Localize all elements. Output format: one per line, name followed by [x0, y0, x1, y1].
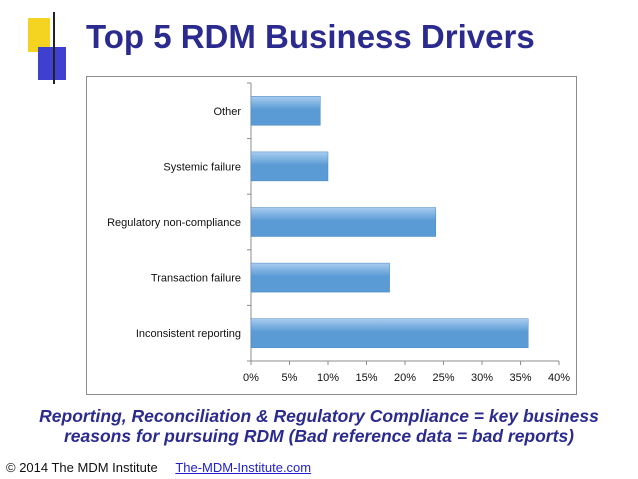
caption-line-1: Reporting, Reconciliation & Regulatory C… — [39, 406, 599, 426]
bar-regulatory-non-compliance — [250, 207, 437, 237]
slide-title: Top 5 RDM Business Drivers — [86, 18, 535, 55]
footer: © 2014 The MDM Institute The-MDM-Institu… — [6, 460, 311, 475]
chart-frame: 0% 5% 10% 15% 20% 25% 30% 35% 40% Other Systemic f… — [86, 76, 577, 395]
bar-other — [250, 96, 321, 126]
x-tick-label: 40% — [548, 372, 570, 384]
x-tick-label: 20% — [394, 372, 416, 384]
category-label: Inconsistent reporting — [136, 328, 241, 340]
decorative-yellow-square — [28, 18, 50, 52]
bar-transaction-failure — [250, 262, 390, 293]
footer-copyright: © 2014 The MDM Institute — [6, 460, 158, 475]
caption: Reporting, Reconciliation & Regulatory C… — [0, 406, 638, 446]
x-tick-label: 0% — [243, 372, 259, 384]
x-tick-label: 30% — [471, 372, 493, 384]
category-label: Systemic failure — [163, 161, 241, 173]
category-label: Transaction failure — [151, 273, 241, 285]
x-tick-label: 5% — [282, 372, 298, 384]
decorative-blue-square — [38, 47, 66, 80]
x-tick-label: 15% — [355, 372, 377, 384]
x-tick-label: 35% — [509, 372, 531, 384]
x-tick-label: 10% — [317, 372, 339, 384]
decorative-vertical-line — [53, 12, 55, 84]
bar-systemic-failure — [250, 151, 329, 182]
category-label: Regulatory non-compliance — [107, 217, 241, 229]
bar-inconsistent-reporting — [250, 318, 529, 348]
caption-line-2: reasons for pursuing RDM (Bad reference … — [63, 426, 575, 446]
footer-website-link[interactable]: The-MDM-Institute.com — [175, 460, 312, 475]
x-tick-label: 25% — [432, 372, 454, 384]
category-label: Other — [213, 106, 241, 118]
bar-chart: 0% 5% 10% 15% 20% 25% 30% 35% 40% Other Systemic f… — [107, 82, 570, 384]
